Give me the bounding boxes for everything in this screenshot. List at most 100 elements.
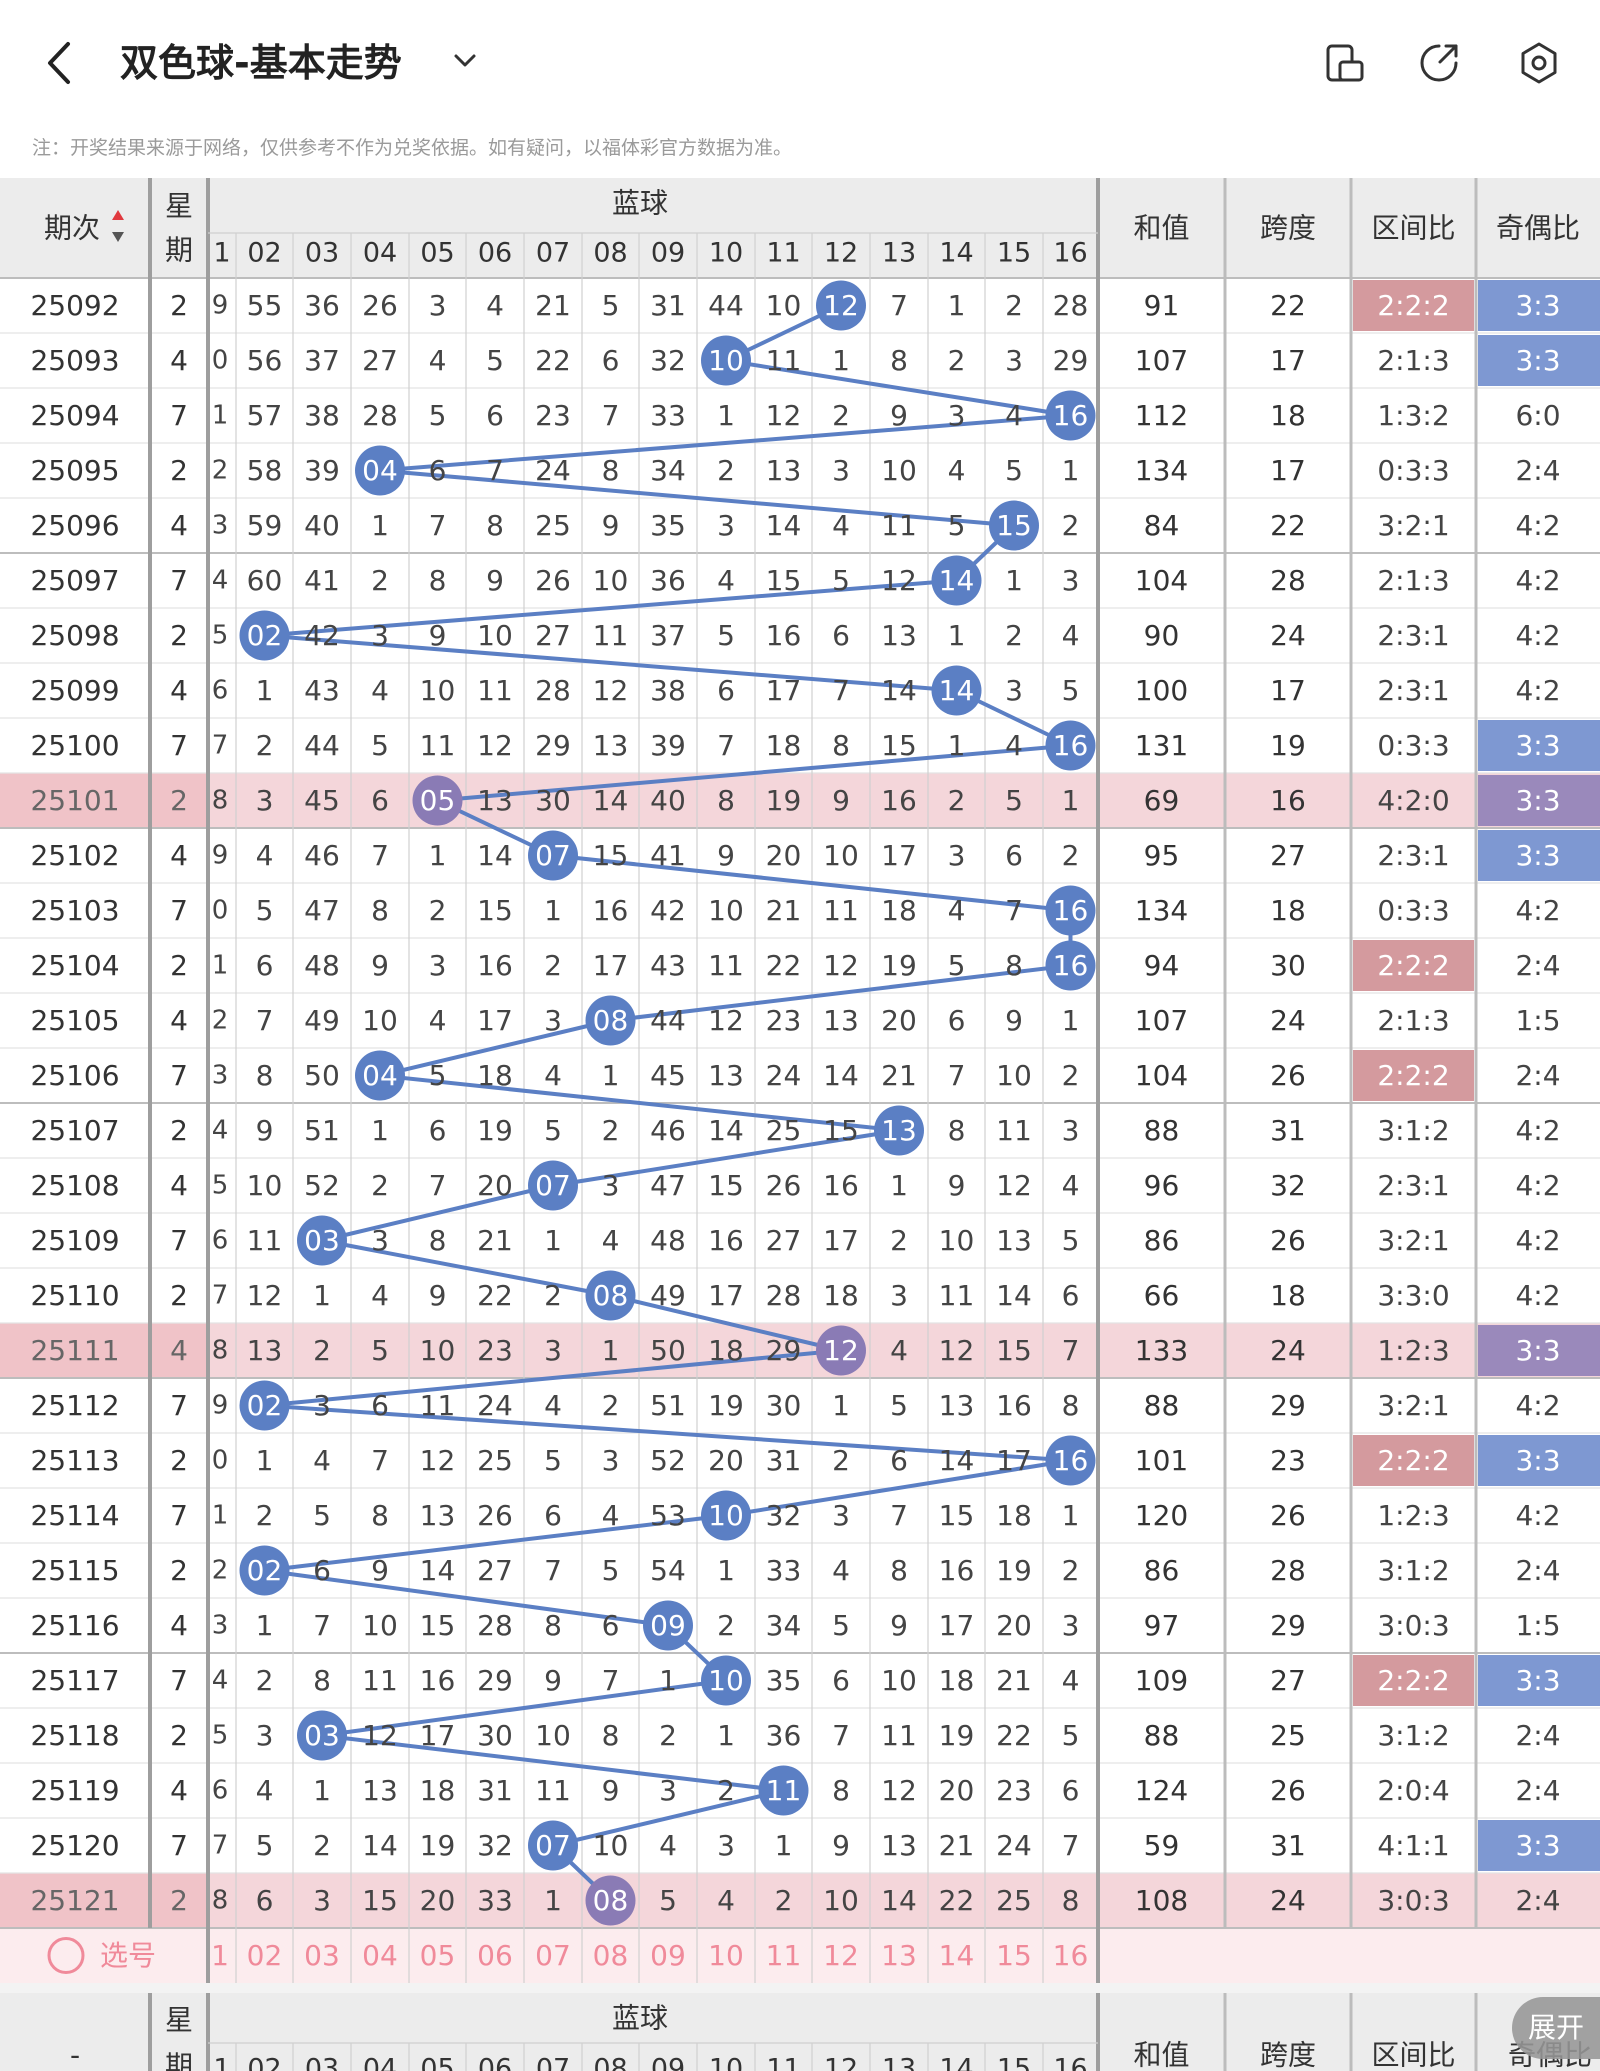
- select-blue-number[interactable]: 06: [477, 1939, 513, 1972]
- sum-cell: 134: [1135, 454, 1188, 487]
- footer-blue-header: 蓝球: [612, 2002, 668, 2035]
- omission-cell: 57: [247, 399, 283, 432]
- omission-cell: 11: [766, 344, 802, 377]
- select-blue-number[interactable]: 11: [766, 1939, 802, 1972]
- select-blue-number[interactable]: 08: [593, 1939, 629, 1972]
- radio-circle-icon[interactable]: [47, 1937, 85, 1974]
- expand-button[interactable]: 展开: [1512, 1997, 1600, 2059]
- omission-cell: 17: [881, 839, 917, 872]
- table-row[interactable]: 25106 7 3 8 50 5 18 4 1 45 13 24 14 21 7 10 2: [30, 1050, 1079, 1101]
- footer-extra-header: 区间比: [1371, 2039, 1455, 2071]
- omission-cell: 52: [304, 1169, 340, 1202]
- sort-icon[interactable]: [112, 210, 124, 242]
- omission-cell: 12: [420, 1444, 456, 1477]
- table-row[interactable]: 25104 2 1 6 48 9 3 16 2 17 43 11 22 12 19 5 8: [30, 940, 1096, 991]
- omission-cell: 13: [477, 784, 513, 817]
- omission-cell: 34: [650, 454, 686, 487]
- table-row[interactable]: 25108 4 5 10 52 2 7 20 3 47 15 26 16 1 9 12 4: [30, 1160, 1079, 1211]
- select-blue-number[interactable]: 09: [650, 1939, 686, 1972]
- omission-cell: 10: [766, 289, 802, 322]
- select-blue-number[interactable]: 1: [211, 1939, 229, 1972]
- table-row[interactable]: 25112 7 9 3 6 11 24 4 2 51 19 30 1 5 13 16 8: [30, 1380, 1079, 1431]
- table-row[interactable]: 25100 7 7 2 44 5 11 12 29 13 39 7 18 8 15 1 4: [30, 720, 1096, 771]
- select-number-label[interactable]: 选号: [100, 1939, 156, 1972]
- table-row[interactable]: 25110 2 7 12 1 4 9 22 2 49 17 28 18 3 11 14 6: [30, 1270, 1079, 1321]
- parity-ratio-cell: 4:2: [1515, 674, 1560, 707]
- omission-cell: 11: [420, 729, 456, 762]
- omission-cell: 23: [477, 1334, 513, 1367]
- table-row[interactable]: 25113 2 0 1 4 7 12 25 5 3 52 20 31 2 6 14 17: [30, 1435, 1096, 1486]
- select-blue-number[interactable]: 04: [362, 1939, 398, 1972]
- zone-ratio-cell: 4:1:1: [1377, 1829, 1449, 1862]
- sum-cell: 84: [1144, 509, 1180, 542]
- omission-cell: 7: [212, 731, 229, 761]
- omission-cell: 6: [486, 399, 504, 432]
- share-icon[interactable]: [1414, 38, 1464, 88]
- back-arrow-icon[interactable]: [40, 38, 80, 88]
- span-cell: 24: [1270, 619, 1306, 652]
- settings-gear-icon[interactable]: [1514, 38, 1564, 88]
- footer-blue-number: 08: [593, 2054, 627, 2071]
- weekday-cell: 4: [170, 509, 188, 542]
- select-blue-number[interactable]: 07: [535, 1939, 571, 1972]
- blue-number-header: 11: [766, 238, 800, 269]
- table-row[interactable]: 25098 2 5 42 3 9 10 27 11 37 5 16 6 13 1 2 4: [30, 610, 1079, 661]
- table-row[interactable]: 25102 4 9 4 46 7 1 14 15 41 9 20 10 17 3 6 2: [30, 830, 1079, 881]
- omission-cell: 40: [304, 509, 340, 542]
- weekday-cell: 4: [170, 674, 188, 707]
- table-row[interactable]: 25109 7 6 11 3 8 21 1 4 48 16 27 17 2 10 13 5: [30, 1215, 1079, 1266]
- table-row[interactable]: 25096 4 3 59 40 1 7 8 25 9 35 3 14 4 11 5 2: [30, 500, 1079, 551]
- omission-cell: 17: [996, 1444, 1032, 1477]
- select-blue-number[interactable]: 14: [939, 1939, 975, 1972]
- omission-cell: 2: [659, 1719, 677, 1752]
- select-blue-number[interactable]: 02: [247, 1939, 283, 1972]
- table-row[interactable]: 25119 4 6 4 1 13 18 31 11 9 3 2 8 12 20 23 6: [30, 1765, 1079, 1816]
- table-row[interactable]: 25097 7 4 60 41 2 8 9 26 10 36 4 15 5 12 1 3: [30, 555, 1079, 606]
- weekday-cell: 2: [170, 454, 188, 487]
- omission-cell: 6: [832, 619, 850, 652]
- table-row[interactable]: 25099 4 6 1 43 4 10 11 28 12 38 6 17 7 14 3 5: [30, 665, 1079, 716]
- omission-cell: 50: [304, 1059, 340, 1092]
- parity-ratio-cell: 3:3: [1515, 1444, 1560, 1477]
- omission-cell: 21: [939, 1829, 975, 1862]
- table-row[interactable]: 25118 2 5 3 12 17 30 10 8 2 1 36 7 11 19 22 5: [30, 1710, 1079, 1761]
- blue-ball-hit: [585, 995, 636, 1046]
- blue-ball-hit: [701, 1655, 751, 1706]
- select-blue-number[interactable]: 05: [420, 1939, 456, 1972]
- table-row[interactable]: 25117 7 4 2 8 11 16 29 9 7 1 35 6 10 18 21 4: [30, 1655, 1079, 1706]
- table-row[interactable]: 25114 7 1 2 5 8 13 26 6 4 53 32 3 7 15 18 1: [30, 1490, 1079, 1541]
- omission-cell: 15: [939, 1499, 975, 1532]
- table-row[interactable]: 25103 7 0 5 47 8 2 15 1 16 42 10 21 11 18 4 7: [30, 885, 1096, 936]
- table-row[interactable]: 25094 7 1 57 38 28 5 6 23 7 33 1 12 2 9 3 4: [30, 390, 1096, 441]
- page-title[interactable]: 双色球-基本走势: [120, 41, 402, 85]
- omission-cell: 13: [420, 1499, 456, 1532]
- chevron-down-icon[interactable]: [450, 46, 480, 76]
- table-row[interactable]: 25115 2 2 6 9 14 27 7 5 54 1 33 4 8 16 19 2: [30, 1545, 1079, 1596]
- omission-cell: 16: [766, 619, 802, 652]
- omission-cell: 3: [717, 1829, 735, 1862]
- omission-cell: 35: [766, 1664, 802, 1697]
- select-blue-number[interactable]: 10: [708, 1939, 744, 1972]
- table-row[interactable]: 25092 2 9 55 36 26 3 4 21 5 31 44 10 7 1 2 28: [30, 280, 1088, 331]
- span-cell: 23: [1270, 1444, 1306, 1477]
- table-row[interactable]: 25101 2 8 3 45 6 13 30 14 40 8 19 9 16 2 5 1: [30, 775, 1079, 826]
- parity-ratio-cell: 2:4: [1515, 1774, 1560, 1807]
- select-blue-number[interactable]: 12: [823, 1939, 859, 1972]
- omission-cell: 12: [708, 1004, 744, 1037]
- table-row[interactable]: 25120 7 7 5 2 14 19 32 10 4 3 1 9 13 21 24 7: [30, 1820, 1079, 1871]
- omission-cell: 9: [212, 1391, 229, 1421]
- select-blue-number[interactable]: 15: [996, 1939, 1032, 1972]
- select-blue-number[interactable]: 16: [1053, 1939, 1089, 1972]
- select-blue-number[interactable]: 13: [881, 1939, 917, 1972]
- table-row[interactable]: 25111 4 8 13 2 5 10 23 3 1 50 18 29 4 12 15 7: [30, 1325, 1079, 1376]
- omission-cell: 1: [775, 1829, 793, 1862]
- table-row[interactable]: 25095 2 2 58 39 6 7 24 8 34 2 13 3 10 4 5 1: [30, 445, 1079, 496]
- table-row[interactable]: 25116 4 3 1 7 10 15 28 8 6 2 34 5 9 17 20 3: [30, 1600, 1079, 1651]
- table-row[interactable]: 25093 4 0 56 37 27 4 5 22 6 32 11 1 8 2 3 29: [30, 335, 1088, 386]
- table-row[interactable]: 25107 2 4 9 51 1 6 19 5 2 46 14 25 15 8 11 3: [30, 1105, 1079, 1156]
- device-icon[interactable]: [1320, 38, 1370, 88]
- table-row[interactable]: 25105 4 2 7 49 10 4 17 3 44 12 23 13 20 6 9 1: [30, 995, 1079, 1046]
- sum-cell: 86: [1144, 1224, 1180, 1257]
- select-blue-number[interactable]: 03: [304, 1939, 340, 1972]
- table-row[interactable]: 25121 2 8 6 3 15 20 33 1 5 4 2 10 14 22 25 8: [30, 1875, 1079, 1926]
